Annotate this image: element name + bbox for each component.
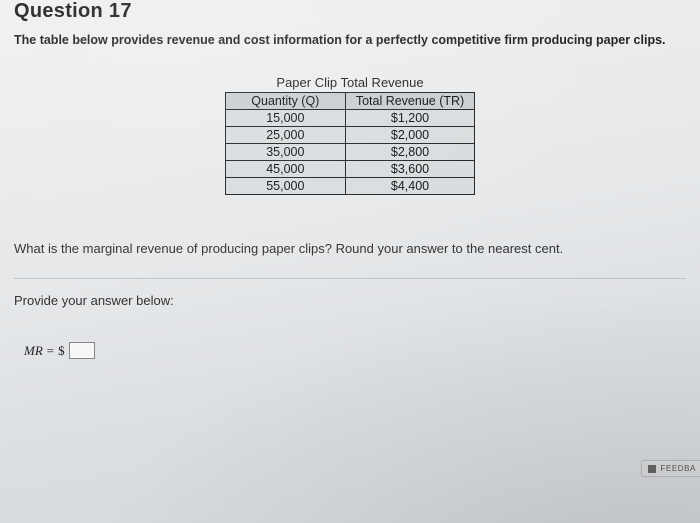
table-container: Paper Clip Total Revenue Quantity (Q) To…	[14, 75, 686, 195]
feedback-label: FEEDBA	[660, 464, 696, 473]
table-row: 15,000 $1,200	[225, 110, 474, 127]
cell-tr: $2,000	[345, 127, 474, 144]
revenue-table: Quantity (Q) Total Revenue (TR) 15,000 $…	[225, 92, 475, 195]
cell-tr: $1,200	[345, 110, 474, 127]
table-header-row: Quantity (Q) Total Revenue (TR)	[225, 93, 474, 110]
answer-input[interactable]	[69, 342, 95, 359]
separator	[14, 278, 686, 279]
table-row: 45,000 $3,600	[225, 161, 474, 178]
currency-sign: $	[58, 343, 65, 359]
table-row: 55,000 $4,400	[225, 178, 474, 195]
answer-var-label: MR	[24, 343, 43, 359]
equals-sign: =	[47, 343, 54, 359]
cell-qty: 25,000	[225, 127, 345, 144]
cell-qty: 45,000	[225, 161, 345, 178]
provide-answer-label: Provide your answer below:	[14, 293, 686, 308]
cell-qty: 55,000	[225, 178, 345, 195]
cell-qty: 35,000	[225, 144, 345, 161]
col-total-revenue: Total Revenue (TR)	[345, 93, 474, 110]
col-quantity: Quantity (Q)	[225, 93, 345, 110]
question-heading: Question 17	[14, 0, 686, 23]
feedback-icon	[648, 465, 656, 473]
feedback-button[interactable]: FEEDBA	[641, 460, 700, 477]
table-outer: Paper Clip Total Revenue Quantity (Q) To…	[225, 75, 475, 195]
question-intro: The table below provides revenue and cos…	[14, 33, 686, 47]
cell-tr: $3,600	[345, 161, 474, 178]
answer-row: MR = $	[24, 342, 686, 359]
question-text: What is the marginal revenue of producin…	[14, 241, 686, 256]
cell-qty: 15,000	[225, 110, 345, 127]
table-row: 35,000 $2,800	[225, 144, 474, 161]
cell-tr: $4,400	[345, 178, 474, 195]
table-title: Paper Clip Total Revenue	[225, 75, 475, 90]
question-page: Question 17 The table below provides rev…	[0, 0, 700, 523]
cell-tr: $2,800	[345, 144, 474, 161]
table-row: 25,000 $2,000	[225, 127, 474, 144]
